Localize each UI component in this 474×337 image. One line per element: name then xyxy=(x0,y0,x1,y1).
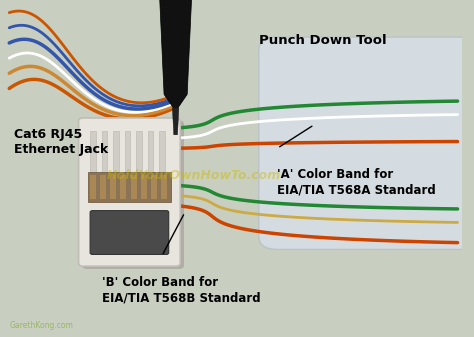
Text: Cat6 RJ45
Ethernet Jack: Cat6 RJ45 Ethernet Jack xyxy=(14,128,108,156)
Bar xyxy=(113,131,119,185)
Bar xyxy=(90,131,96,185)
Bar xyxy=(125,131,130,185)
Bar xyxy=(141,175,146,199)
Polygon shape xyxy=(159,0,192,108)
FancyBboxPatch shape xyxy=(259,37,474,249)
Text: 'A' Color Band for
EIA/TIA T568A Standard: 'A' Color Band for EIA/TIA T568A Standar… xyxy=(277,168,436,196)
Bar xyxy=(120,175,127,199)
Bar xyxy=(88,172,171,202)
Bar xyxy=(161,175,167,199)
Bar xyxy=(100,175,106,199)
FancyBboxPatch shape xyxy=(90,211,169,254)
Bar xyxy=(137,131,142,185)
Bar xyxy=(102,131,107,185)
Bar xyxy=(130,175,137,199)
Text: HoldYourOwnHowTo.com: HoldYourOwnHowTo.com xyxy=(107,169,281,182)
FancyBboxPatch shape xyxy=(82,121,184,269)
Bar xyxy=(159,131,165,185)
Bar xyxy=(151,175,157,199)
Bar xyxy=(90,175,96,199)
Bar xyxy=(148,131,154,185)
FancyBboxPatch shape xyxy=(79,118,180,266)
Bar xyxy=(110,175,116,199)
Text: GarethKong.com: GarethKong.com xyxy=(9,321,73,330)
Text: 'B' Color Band for
EIA/TIA T568B Standard: 'B' Color Band for EIA/TIA T568B Standar… xyxy=(102,276,260,304)
Text: Punch Down Tool: Punch Down Tool xyxy=(259,34,386,47)
Polygon shape xyxy=(173,108,179,135)
